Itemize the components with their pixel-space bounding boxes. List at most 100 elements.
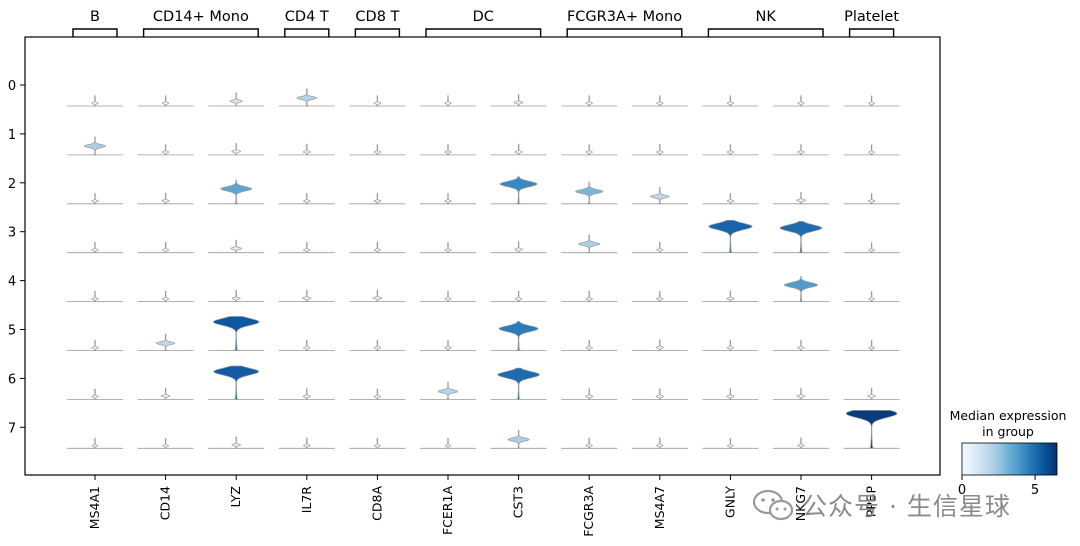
violin-CST3-cluster-4 xyxy=(514,290,523,302)
group-bracket xyxy=(707,28,824,37)
violin-NKG7-cluster-0 xyxy=(797,95,805,107)
y-axis: 0 1 2 3 4 5 6 7 xyxy=(8,79,25,436)
violin-LYZ-cluster-3 xyxy=(230,239,243,254)
x-tick-label: FCGR3A xyxy=(581,486,596,537)
violin-MS4A1-cluster-5 xyxy=(91,339,99,351)
violin-GNLY-cluster-4 xyxy=(726,290,735,302)
violin-IL7R-cluster-3 xyxy=(303,242,311,254)
violin-FCGR3A-cluster-0 xyxy=(585,95,593,107)
violin-MS4A1-cluster-2 xyxy=(91,193,99,205)
violin-CD8A-cluster-0 xyxy=(373,95,382,107)
x-tick-label: CD14 xyxy=(158,486,173,520)
violin-GNLY-cluster-0 xyxy=(726,95,735,107)
violin-FCER1A-cluster-3 xyxy=(444,242,452,254)
violin-CST3-cluster-7 xyxy=(507,429,530,449)
violin-IL7R-cluster-5 xyxy=(303,339,311,351)
x-tick-label: FCER1A xyxy=(440,486,455,535)
violin-LYZ-cluster-4 xyxy=(231,290,241,302)
colorbar-label-line1: Median expression xyxy=(950,408,1067,423)
violin-CST3-cluster-5 xyxy=(498,320,539,351)
group-label: DC xyxy=(473,9,494,25)
violin-FCER1A-cluster-2 xyxy=(444,193,452,205)
violin-CST3-cluster-1 xyxy=(514,143,523,156)
colorbar-gradient xyxy=(961,442,1058,476)
violin-IL7R-cluster-7 xyxy=(303,437,311,449)
violin-CD14-cluster-0 xyxy=(161,95,170,107)
group-bracket xyxy=(566,28,683,37)
violin-NKG7-cluster-4 xyxy=(784,275,818,302)
x-tick-label: PPBP xyxy=(864,486,879,518)
violin-FCGR3A-cluster-3 xyxy=(578,234,601,254)
violin-CD14-cluster-3 xyxy=(161,242,170,254)
violin-PPBP-cluster-7 xyxy=(845,410,898,449)
violin-CD14-cluster-6 xyxy=(160,387,171,400)
violin-CD8A-cluster-4 xyxy=(372,289,383,302)
violin-CD8A-cluster-5 xyxy=(373,339,382,351)
colorbar-label-line2: in group xyxy=(982,424,1034,439)
violin-IL7R-cluster-6 xyxy=(302,388,311,400)
violin-MS4A7-cluster-3 xyxy=(656,242,664,254)
violin-IL7R-cluster-1 xyxy=(302,143,311,156)
violin-FCGR3A-cluster-6 xyxy=(585,388,594,400)
violin-MS4A7-cluster-5 xyxy=(655,339,664,351)
plot-frame xyxy=(24,36,941,476)
watermark-text: 公众号 · 生信星球 xyxy=(802,492,1011,521)
x-tick-label: CST3 xyxy=(511,486,526,518)
violin-MS4A7-cluster-2 xyxy=(650,187,670,205)
group-label: CD14+ Mono xyxy=(153,9,249,25)
group-bracket xyxy=(284,28,330,37)
violin-CD14-cluster-2 xyxy=(161,192,170,205)
violin-PPBP-cluster-3 xyxy=(868,242,875,254)
violin-GNLY-cluster-3 xyxy=(708,219,753,254)
y-tick-label: 2 xyxy=(8,177,16,192)
violin-PPBP-cluster-0 xyxy=(868,95,875,107)
violin-CD8A-cluster-6 xyxy=(373,388,382,400)
y-tick-label: 5 xyxy=(8,324,16,339)
violin-FCER1A-cluster-6 xyxy=(437,381,459,400)
y-tick-label: 3 xyxy=(8,226,16,241)
colorbar-tick-label: 5 xyxy=(1031,483,1039,498)
violin-CD8A-cluster-1 xyxy=(373,144,382,156)
violin-PPBP-cluster-2 xyxy=(867,193,876,205)
violin-IL7R-cluster-4 xyxy=(301,289,312,302)
violin-CD14-cluster-1 xyxy=(161,144,170,156)
violin-FCGR3A-cluster-1 xyxy=(585,144,593,156)
violin-GNLY-cluster-1 xyxy=(726,144,735,156)
violin-CD8A-cluster-2 xyxy=(373,193,382,205)
violin-LYZ-cluster-5 xyxy=(212,316,260,351)
violin-IL7R-cluster-2 xyxy=(303,193,311,205)
violin-grid xyxy=(67,88,900,449)
violin-GNLY-cluster-7 xyxy=(727,437,734,449)
violin-CST3-cluster-6 xyxy=(497,367,540,400)
group-bracket xyxy=(142,28,259,37)
y-tick-label: 1 xyxy=(8,128,16,143)
violin-MS4A1-cluster-1 xyxy=(84,136,106,156)
group-label: B xyxy=(90,9,100,25)
group-label: FCGR3A+ Mono xyxy=(567,9,682,25)
violin-FCER1A-cluster-0 xyxy=(444,95,452,107)
violin-LYZ-cluster-6 xyxy=(213,365,260,400)
violin-IL7R-cluster-0 xyxy=(296,88,318,107)
violin-CST3-cluster-0 xyxy=(513,94,524,107)
violin-NKG7-cluster-2 xyxy=(796,192,806,205)
group-bracket xyxy=(848,28,895,37)
violin-MS4A1-cluster-4 xyxy=(91,290,99,302)
group-bracket xyxy=(354,28,401,37)
x-tick-label: IL7R xyxy=(299,486,314,514)
violin-MS4A1-cluster-3 xyxy=(91,242,99,254)
x-tick-label: LYZ xyxy=(228,486,243,508)
group-bracket xyxy=(425,28,542,37)
violin-FCER1A-cluster-4 xyxy=(444,290,452,302)
violin-NKG7-cluster-5 xyxy=(797,339,805,351)
x-tick-label: CD8A xyxy=(369,486,384,521)
violin-GNLY-cluster-5 xyxy=(726,339,735,351)
violin-PPBP-cluster-6 xyxy=(867,387,877,400)
x-axis: MS4A1 CD14 LYZ IL7R CD8A FCER1A CST3 FCGR3A MS4A… xyxy=(87,475,879,537)
x-tick-label: GNLY xyxy=(722,486,737,518)
violin-CD14-cluster-5 xyxy=(155,333,176,351)
wechat-icon xyxy=(752,489,794,521)
group-label: Platelet xyxy=(844,9,899,25)
violin-MS4A1-cluster-7 xyxy=(91,437,99,449)
violin-LYZ-cluster-1 xyxy=(231,143,242,156)
